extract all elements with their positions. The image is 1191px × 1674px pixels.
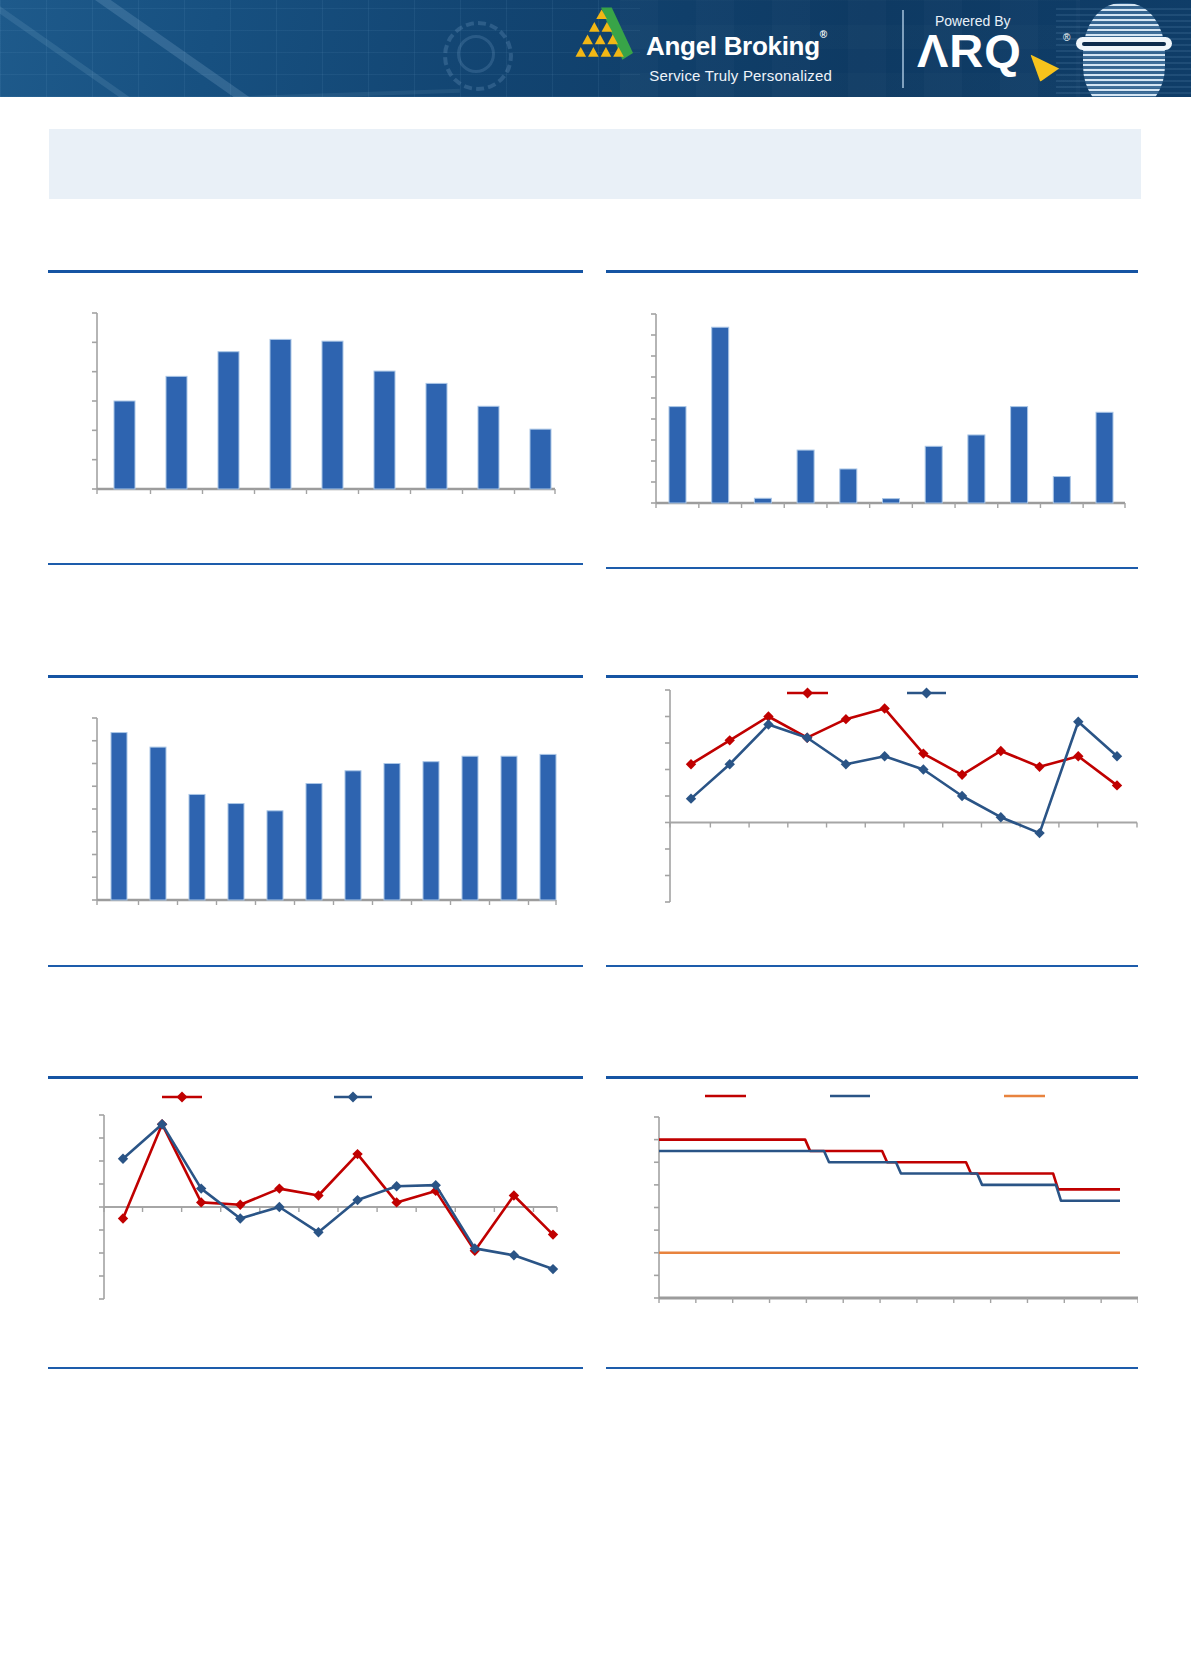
section-top-rule [48, 270, 583, 273]
section-top-rule [606, 675, 1138, 678]
bar-chart-top-right [606, 276, 1138, 526]
banner-circuit-pattern [0, 0, 640, 97]
brand-name: Angel Broking® [646, 31, 846, 62]
section-bottom-rule [48, 1367, 583, 1369]
brand-name-text: Angel Broking [646, 31, 820, 61]
section-bottom-rule [48, 965, 583, 967]
header-divider [902, 10, 904, 88]
section-top-rule [606, 270, 1138, 273]
angel-broking-logo-icon [575, 7, 633, 64]
registered-mark: ® [820, 29, 827, 40]
section-bottom-rule [606, 567, 1138, 569]
line-chart-bottom-left [48, 1081, 583, 1321]
arq-logo: ΛRQ [917, 27, 1022, 74]
section-top-rule [48, 1076, 583, 1079]
digital-head-icon [1056, 0, 1191, 97]
report-title-box [49, 129, 1141, 199]
line-chart-mid-right [606, 681, 1138, 921]
bar-chart-top-left [48, 276, 583, 526]
section-bottom-rule [606, 1367, 1138, 1369]
bar-chart-mid-left [48, 681, 583, 921]
brand-tagline: Service Truly Personalized [646, 67, 832, 84]
step-chart-bottom-right [606, 1081, 1138, 1311]
banner-dial-icon [457, 35, 495, 73]
section-top-rule [48, 675, 583, 678]
section-top-rule [606, 1076, 1138, 1079]
section-bottom-rule [606, 965, 1138, 967]
report-page: Angel Broking® Service Truly Personalize… [0, 0, 1191, 1674]
section-bottom-rule [48, 563, 583, 565]
header-banner: Angel Broking® Service Truly Personalize… [0, 0, 1191, 97]
